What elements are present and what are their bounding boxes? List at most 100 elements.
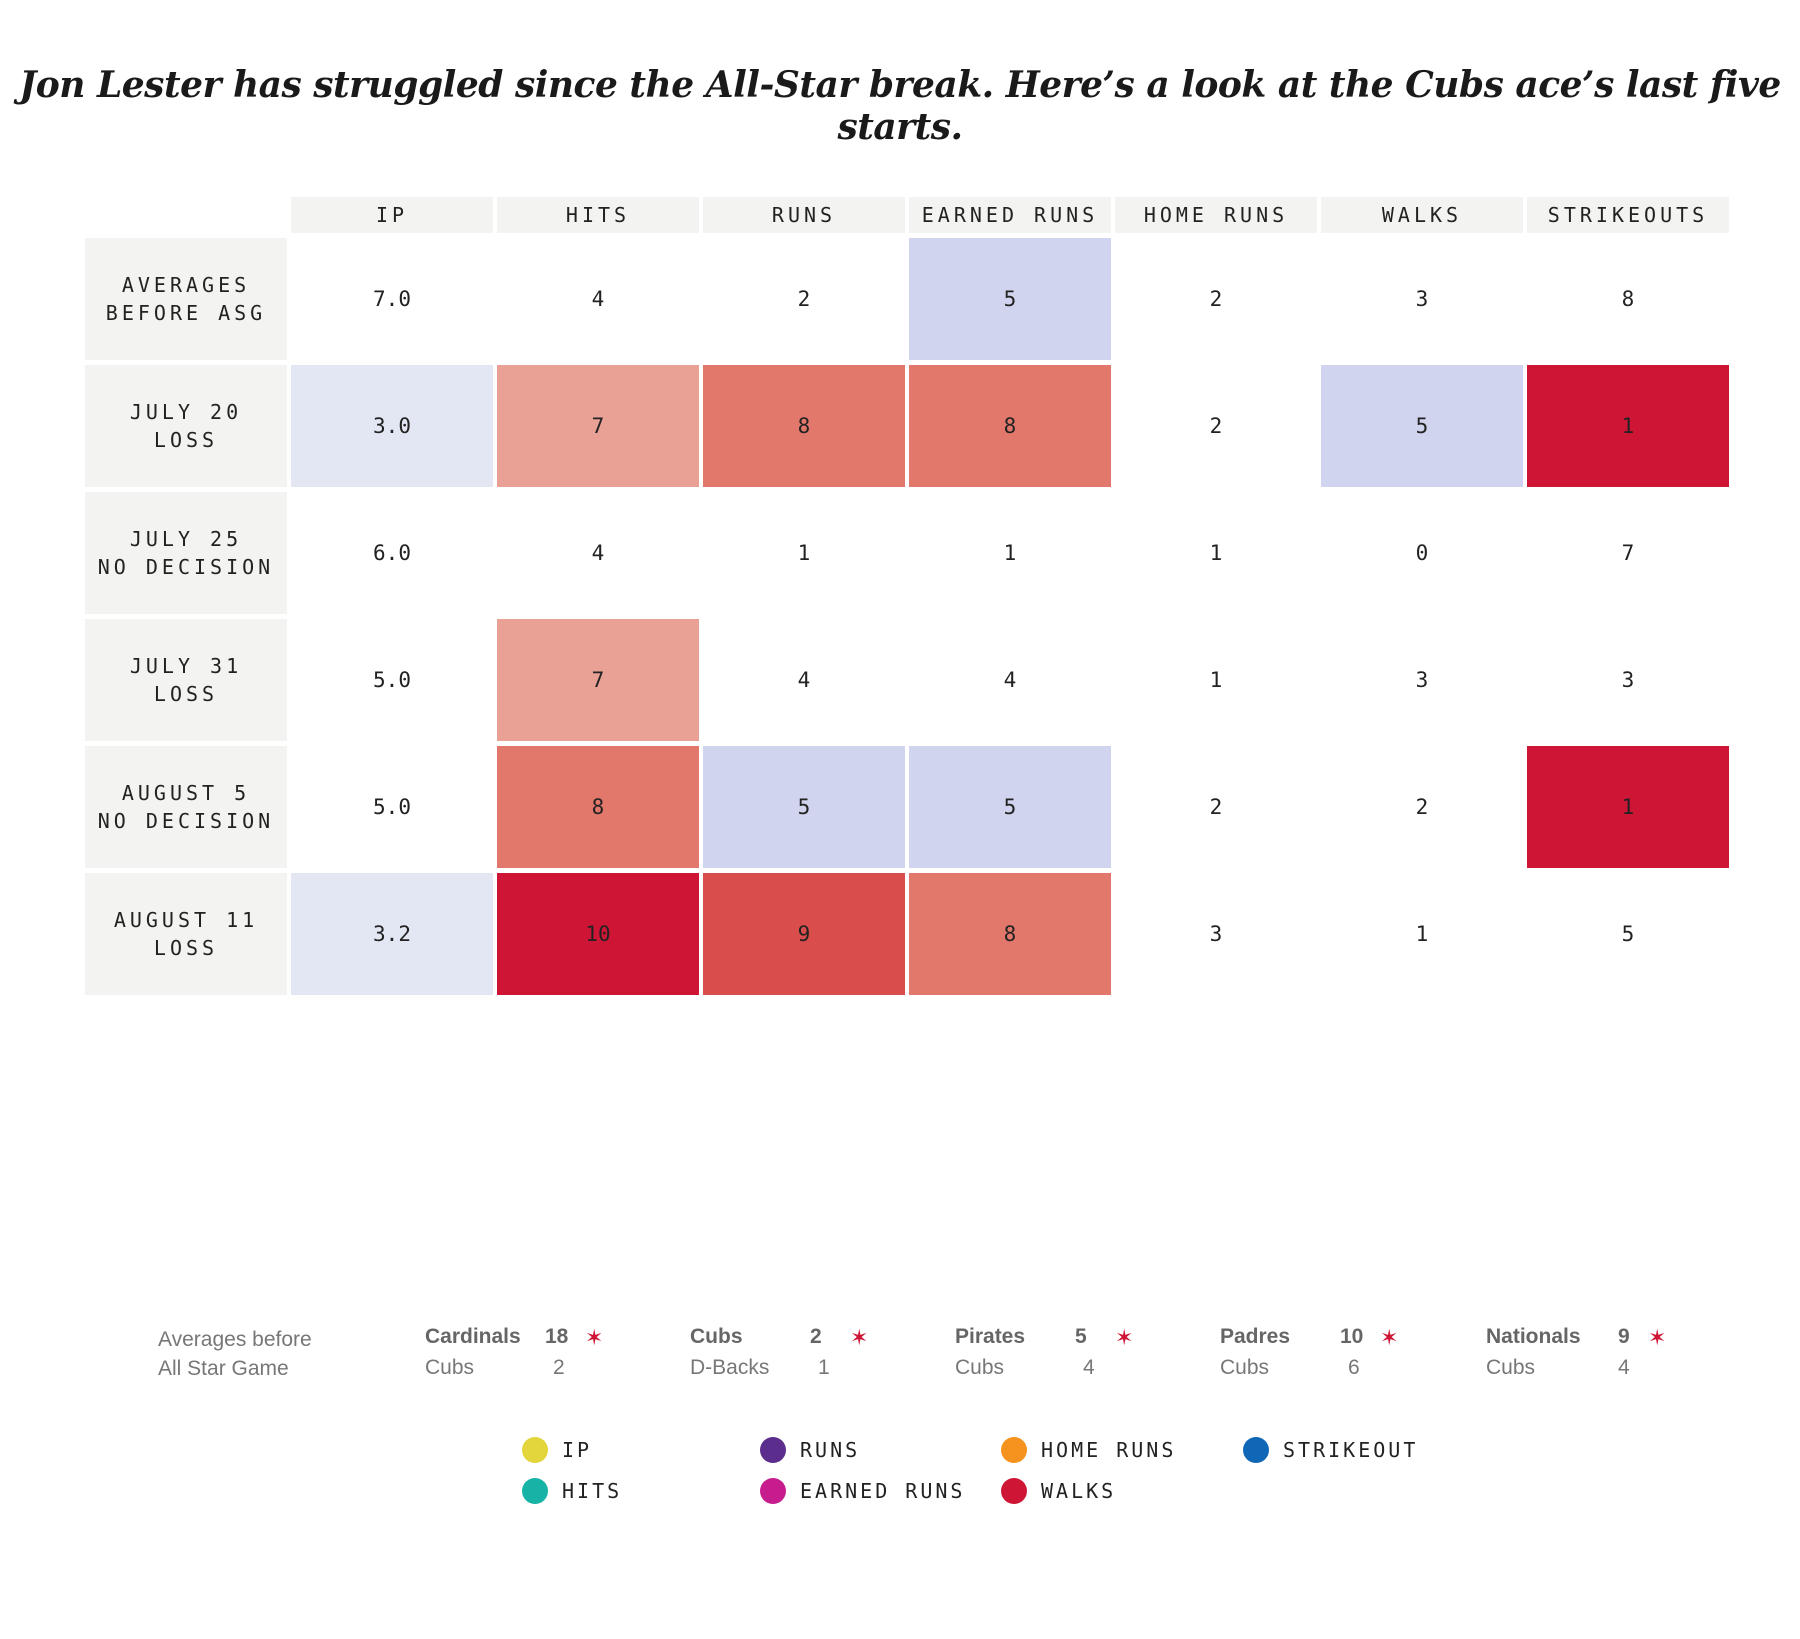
game-team2: Cubs (1220, 1356, 1270, 1379)
row-label-line: AUGUST 5 (121, 781, 251, 805)
row-label-line: JULY 25 (129, 527, 243, 551)
game-team2: Cubs (1486, 1356, 1536, 1379)
row-label: AUGUST 5 NO DECISION (85, 746, 287, 868)
row-label: AVERAGES BEFORE ASG (85, 238, 287, 360)
heat-cell: 2 (1209, 414, 1223, 438)
averages-label: Averages before All Star Game (158, 1325, 312, 1383)
column-header: HOME RUNS (1115, 197, 1317, 233)
game-star: ✶ (585, 1325, 604, 1350)
game-star: ✶ (1115, 1325, 1134, 1350)
legend-item: HOME RUNS (1001, 1435, 1176, 1465)
heat-cell: 4 (591, 287, 605, 311)
column-header: IP (291, 197, 493, 233)
game-score1: 18 (545, 1325, 569, 1348)
heat-cell: 0 (1415, 541, 1429, 565)
legend-swatch (1001, 1478, 1027, 1504)
heat-cell: 10 (497, 873, 699, 995)
heat-cell: 4 (797, 668, 811, 692)
heat-cell: 1 (1003, 541, 1017, 565)
column-header: WALKS (1321, 197, 1523, 233)
game-result: Pirates 5 ✶ Cubs 4 (955, 1325, 1185, 1395)
row-label: JULY 20 LOSS (85, 365, 287, 487)
legend-item: HITS (522, 1476, 622, 1506)
heat-cell: 8 (497, 746, 699, 868)
column-header: EARNED RUNS (909, 197, 1111, 233)
row-label-line: JULY 20 (129, 400, 243, 424)
row-label-line: NO DECISION (97, 809, 275, 833)
row-label-line: LOSS (153, 428, 219, 452)
game-team2: Cubs (425, 1356, 475, 1379)
heat-cell: 6.0 (373, 541, 411, 565)
heat-cell: 1 (1209, 668, 1223, 692)
legend-label: RUNS (800, 1438, 861, 1462)
row-label: JULY 25 NO DECISION (85, 492, 287, 614)
page-title: Jon Lester has struggled since the All-S… (19, 64, 1781, 148)
game-score1: 10 (1340, 1325, 1364, 1348)
legend-label: HOME RUNS (1041, 1438, 1177, 1462)
heat-cell: 7 (497, 365, 699, 487)
legend-item: EARNED RUNS (760, 1476, 965, 1506)
heat-cell: 4 (1003, 668, 1017, 692)
legend-label: STRIKEOUT (1283, 1438, 1419, 1462)
heat-cell: 8 (909, 365, 1111, 487)
row-label-line: NO DECISION (97, 555, 275, 579)
game-star: ✶ (1380, 1325, 1399, 1350)
game-score2: 6 (1348, 1356, 1360, 1379)
heat-cell: 3 (1621, 668, 1635, 692)
heat-cell: 1 (1527, 365, 1729, 487)
legend-swatch (1243, 1437, 1269, 1463)
heat-cell: 8 (703, 365, 905, 487)
legend: IP HITS RUNS EARNED RUNS HOME RUNS WALKS STRIK… (0, 1435, 1800, 1525)
game-star: ✶ (850, 1325, 869, 1350)
game-score2: 2 (553, 1356, 565, 1379)
legend-swatch (522, 1437, 548, 1463)
heat-cell: 1 (1527, 746, 1729, 868)
legend-label: EARNED RUNS (800, 1479, 966, 1503)
game-score2: 4 (1618, 1356, 1630, 1379)
legend-item: STRIKEOUT (1243, 1435, 1418, 1465)
legend-label: IP (562, 1438, 593, 1462)
heat-cell: 3 (1415, 668, 1429, 692)
game-team1: Cubs (690, 1325, 743, 1348)
averages-label-line: Averages before (158, 1328, 312, 1351)
heat-cell: 5.0 (373, 795, 411, 819)
game-score1: 9 (1618, 1325, 1630, 1348)
game-team1: Nationals (1486, 1325, 1581, 1348)
game-team1: Padres (1220, 1325, 1291, 1348)
game-score2: 4 (1083, 1356, 1095, 1379)
legend-item: IP (522, 1435, 592, 1465)
game-team2: D-Backs (690, 1356, 770, 1379)
row-label-line: AUGUST 11 (113, 908, 259, 932)
heat-cell: 8 (909, 873, 1111, 995)
game-score1: 5 (1075, 1325, 1087, 1348)
legend-swatch (760, 1437, 786, 1463)
heat-cell: 3 (1415, 287, 1429, 311)
averages-label-line: All Star Game (158, 1357, 289, 1380)
heat-cell: 5 (1321, 365, 1523, 487)
game-star: ✶ (1648, 1325, 1667, 1350)
heat-cell: 1 (1209, 541, 1223, 565)
column-header: RUNS (703, 197, 905, 233)
row-label-line: LOSS (153, 682, 219, 706)
row-label: AUGUST 11 LOSS (85, 873, 287, 995)
game-results: Averages before All Star Game Cardinals 1… (0, 1325, 1800, 1395)
heat-cell: 7.0 (373, 287, 411, 311)
heat-cell: 2 (797, 287, 811, 311)
heat-cell: 7 (497, 619, 699, 741)
legend-swatch (522, 1478, 548, 1504)
heat-cell: 3.2 (291, 873, 493, 995)
heat-cell: 1 (1415, 922, 1429, 946)
game-team2: Cubs (955, 1356, 1005, 1379)
heat-cell: 5.0 (373, 668, 411, 692)
row-label-line: JULY 31 (129, 654, 243, 678)
heat-cell: 2 (1415, 795, 1429, 819)
heat-cell: 3 (1209, 922, 1223, 946)
game-team1: Cardinals (425, 1325, 521, 1348)
heat-cell: 5 (909, 746, 1111, 868)
row-label-line: LOSS (153, 936, 219, 960)
legend-item: WALKS (1001, 1476, 1116, 1506)
legend-label: WALKS (1041, 1479, 1117, 1503)
heat-cell: 9 (703, 873, 905, 995)
legend-swatch (1001, 1437, 1027, 1463)
heat-cell: 8 (1621, 287, 1635, 311)
